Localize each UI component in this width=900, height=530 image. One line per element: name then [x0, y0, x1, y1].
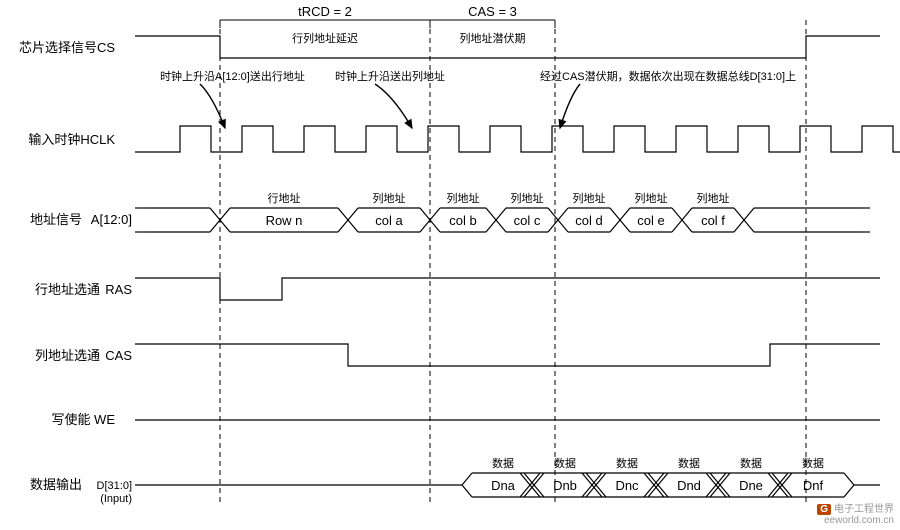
addr-value: col c	[514, 213, 541, 228]
annotation: 时钟上升沿A[12:0]送出行地址	[160, 69, 305, 83]
data-toplabel: 数据	[554, 456, 576, 470]
addr-toplabel: 列地址	[635, 191, 668, 205]
row-label-we: 写使能 WE	[51, 412, 115, 427]
annotation: 经过CAS潜伏期，数据依次出现在数据总线D[31:0]上	[540, 69, 796, 83]
annotation-arrow	[200, 84, 225, 128]
data-value: Dna	[491, 478, 516, 493]
addr-value: col e	[637, 213, 664, 228]
addr-toplabel: 列地址	[573, 191, 606, 205]
hclk-wave	[135, 126, 900, 152]
data-value: Dnd	[677, 478, 701, 493]
row-sub2-dout: (Input)	[100, 493, 132, 505]
watermark-logo: G	[817, 504, 831, 515]
watermark-text1: 电子工程世界	[834, 504, 894, 515]
row-sub-cas: CAS	[105, 348, 132, 363]
addr-toplabel: 列地址	[447, 191, 480, 205]
addr-value: col b	[449, 213, 476, 228]
param-sub: 列地址潜伏期	[460, 31, 526, 45]
annotation-arrow	[560, 84, 580, 128]
annotation-arrow	[375, 84, 412, 128]
param-label: CAS = 3	[468, 4, 517, 19]
param-label: tRCD = 2	[298, 4, 352, 19]
data-toplabel: 数据	[492, 456, 514, 470]
data-value: Dne	[739, 478, 763, 493]
data-toplabel: 数据	[616, 456, 638, 470]
row-label-cs: 芯片选择信号CS	[19, 40, 115, 55]
timing-diagram: tRCD = 2 行列地址延迟 CAS = 3 列地址潜伏期芯片选择信号CS 输入时钟H…	[0, 0, 900, 530]
ras-wave	[135, 278, 880, 300]
row-label-addr: 地址信号	[30, 212, 82, 227]
annotation: 时钟上升沿送出列地址	[335, 69, 445, 83]
data-toplabel: 数据	[802, 456, 824, 470]
addr-value: col f	[701, 213, 725, 228]
watermark-text2: eeworld.com.cn	[824, 515, 894, 526]
row-sub-dout: D[31:0]	[97, 480, 132, 492]
row-label-cas: 列地址选通	[35, 348, 100, 363]
row-label-dout: 数据输出	[30, 477, 82, 492]
row-sub-addr: A[12:0]	[91, 212, 132, 227]
addr-value: col d	[575, 213, 602, 228]
addr-value: Row n	[266, 213, 303, 228]
data-toplabel: 数据	[740, 456, 762, 470]
watermark: G电子工程世界 eeworld.com.cn	[817, 504, 894, 526]
row-label-hclk: 输入时钟HCLK	[28, 132, 115, 147]
data-value: Dnb	[553, 478, 577, 493]
addr-toplabel: 列地址	[373, 191, 406, 205]
addr-toplabel: 列地址	[697, 191, 730, 205]
data-toplabel: 数据	[678, 456, 700, 470]
addr-toplabel: 列地址	[511, 191, 544, 205]
cas-wave	[135, 344, 880, 366]
row-sub-ras: RAS	[105, 282, 132, 297]
addr-toplabel: 行地址	[268, 191, 301, 205]
data-value: Dnc	[615, 478, 639, 493]
addr-value: col a	[375, 213, 403, 228]
row-label-ras: 行地址选通	[35, 282, 100, 297]
param-sub: 行列地址延迟	[292, 31, 358, 45]
data-value: Dnf	[803, 478, 824, 493]
